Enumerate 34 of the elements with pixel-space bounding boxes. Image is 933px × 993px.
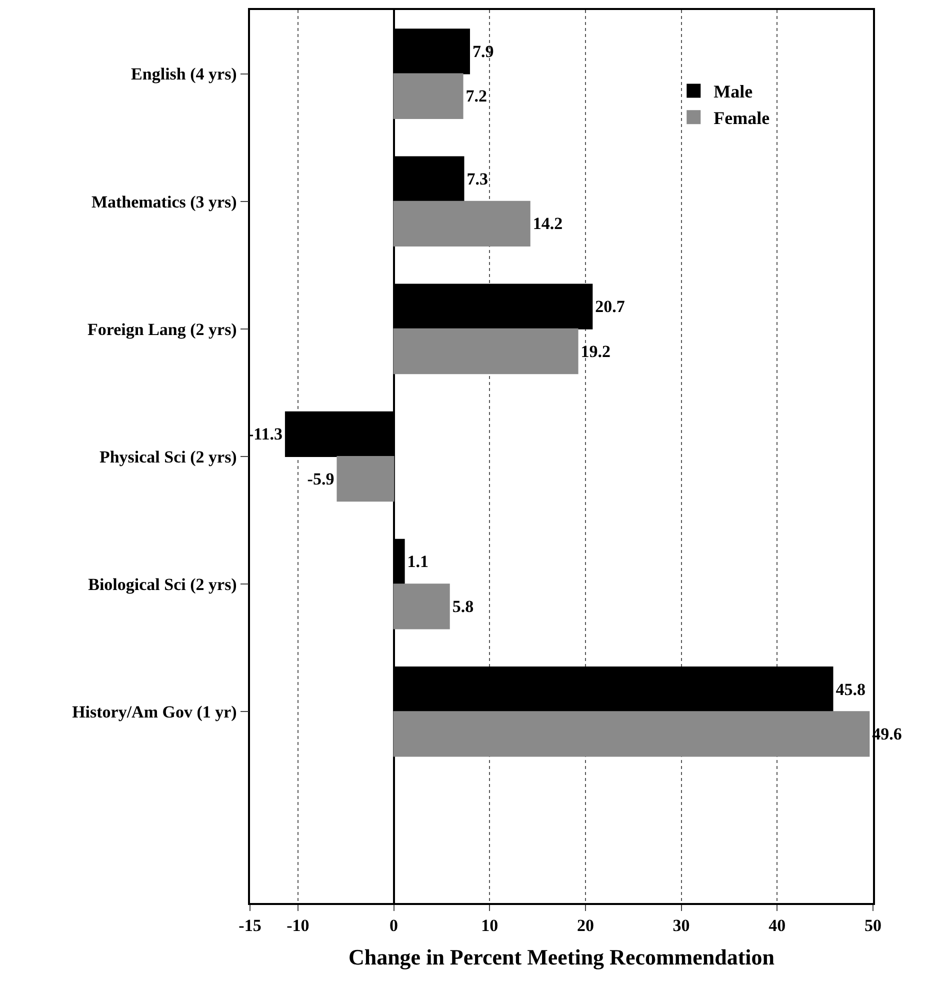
y-tick-label: Physical Sci (2 yrs) (99, 447, 237, 466)
y-tick-label: English (4 yrs) (131, 64, 237, 84)
x-tick-label: 50 (864, 916, 882, 936)
data-label: 7.9 (472, 42, 494, 61)
bar (393, 328, 578, 374)
bar (393, 711, 870, 757)
y-tick-label: Biological Sci (2 yrs) (88, 575, 237, 594)
y-tick-label: Foreign Lang (2 yrs) (87, 320, 237, 339)
x-tick-label: -15 (238, 916, 262, 936)
data-label: 20.7 (595, 297, 626, 316)
legend-label: Female (714, 108, 770, 128)
data-label: 1.1 (407, 552, 429, 572)
x-tick-label: 30 (672, 916, 690, 936)
data-label: 19.2 (580, 342, 611, 361)
x-tick-label: 0 (390, 916, 398, 936)
data-label: 5.8 (452, 596, 474, 616)
bar (393, 73, 464, 119)
x-axis-title: Change in Percent Meeting Recommendation (348, 944, 775, 970)
y-tick-label: History/Am Gov (1 yr) (72, 702, 237, 722)
x-tick-label: 10 (481, 916, 498, 936)
x-tick-label: 40 (768, 916, 786, 936)
data-label: 45.8 (836, 680, 866, 699)
data-label: -11.3 (248, 424, 282, 444)
data-label: 14.2 (532, 214, 563, 234)
legend-label: Male (714, 82, 753, 102)
x-tick-label: -10 (286, 916, 310, 936)
bar (393, 200, 530, 247)
data-label: 7.2 (466, 86, 488, 106)
bar (393, 584, 450, 630)
x-tick-label: 20 (576, 916, 594, 936)
data-label: 7.3 (466, 170, 488, 189)
data-label: -5.9 (307, 469, 334, 488)
y-tick-label: Mathematics (3 yrs) (91, 192, 237, 212)
bar (336, 456, 394, 502)
